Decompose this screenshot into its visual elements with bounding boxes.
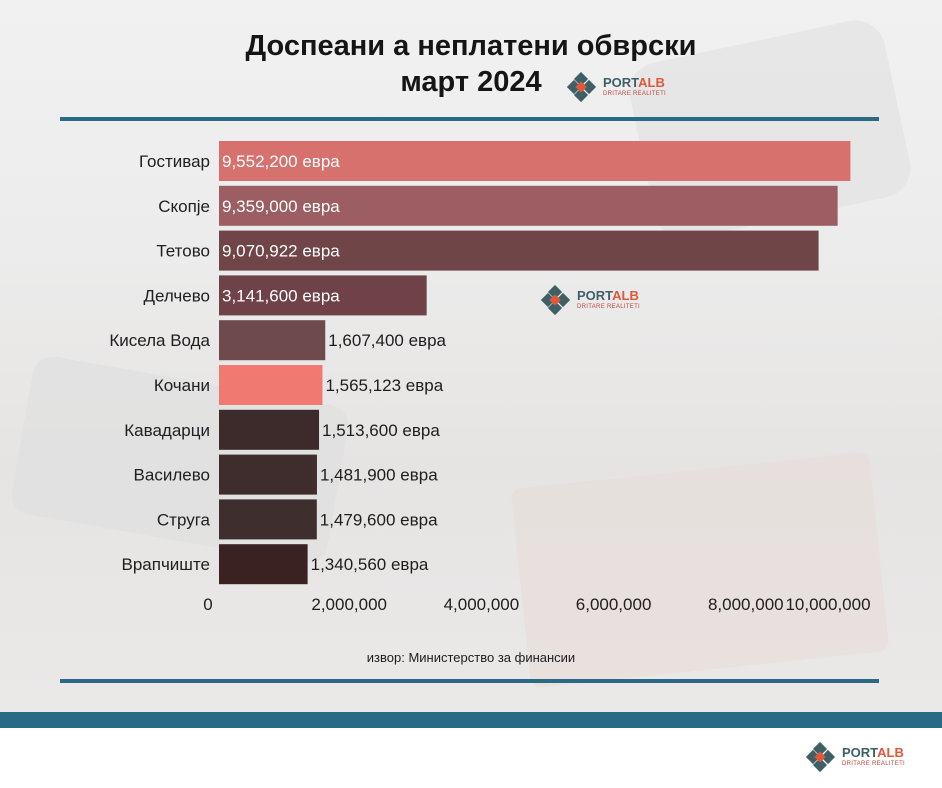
x-tick-label: 6,000,000	[576, 595, 652, 614]
category-label: Гостивар	[139, 152, 210, 171]
bar-chart: Гостивар 9,552,200 евра Скопје 9,359,000 ев…	[109, 141, 871, 614]
top-divider	[60, 117, 879, 121]
category-label: Делчево	[143, 286, 210, 305]
bar-7	[219, 454, 317, 495]
portalb-wordmark: PORTALB	[603, 75, 665, 90]
bar-8	[219, 499, 317, 540]
category-label: Скопје	[158, 197, 210, 216]
bar-9	[219, 544, 308, 585]
bar-4	[219, 320, 326, 361]
category-label: Кисела Вода	[109, 331, 210, 350]
category-label: Василево	[134, 466, 210, 485]
x-tick-label: 2,000,000	[311, 595, 387, 614]
category-label: Врапчиште	[122, 555, 211, 574]
data-label: 1,513,600 евра	[322, 421, 440, 440]
category-label: Струга	[157, 510, 211, 529]
chart-title: Доспеани а неплатени обврски	[245, 30, 697, 62]
data-label: 1,479,600 евра	[320, 510, 438, 529]
data-label: 1,340,560 евра	[311, 555, 429, 574]
portalb-logo-icon	[806, 742, 836, 773]
portalb-wordmark: PORTALB	[842, 745, 904, 760]
portalb-tagline: DRITARE REALITETI	[577, 304, 640, 310]
bar-2	[219, 230, 819, 271]
bar-1	[219, 185, 838, 226]
bar-6	[219, 409, 320, 450]
footer-band	[0, 712, 942, 728]
data-label: 9,070,922 евра	[222, 242, 340, 261]
bar-5	[219, 365, 323, 405]
data-label: 1,481,900 евра	[320, 466, 438, 485]
data-label: 9,552,200 евра	[222, 152, 340, 171]
portalb-tagline: DRITARE REALITETI	[603, 91, 666, 97]
source-note: извор: Министерство за финансии	[366, 650, 576, 665]
chart-subtitle: март 2024	[400, 66, 542, 98]
bottom-divider	[60, 679, 879, 683]
category-label: Кочани	[154, 376, 210, 395]
bar-3	[219, 275, 427, 316]
category-label: Кавадарци	[124, 421, 210, 440]
portalb-wordmark: PORTALB	[577, 288, 639, 303]
x-tick-label: 8,000,000	[708, 595, 784, 614]
data-label: 9,359,000 евра	[222, 197, 340, 216]
data-label: 3,141,600 евра	[222, 286, 340, 305]
portalb-logo-icon	[567, 72, 597, 103]
category-label: Тетово	[156, 242, 210, 261]
x-tick-label: 4,000,000	[444, 595, 520, 614]
bar-0	[219, 141, 851, 181]
x-tick-label: 0	[203, 595, 212, 614]
portalb-logo-icon	[541, 285, 571, 316]
portalb-tagline: DRITARE REALITETI	[842, 761, 905, 767]
x-tick-label: 10,000,000	[785, 595, 870, 614]
data-label: 1,607,400 евра	[328, 331, 446, 350]
data-label: 1,565,123 евра	[325, 376, 443, 395]
